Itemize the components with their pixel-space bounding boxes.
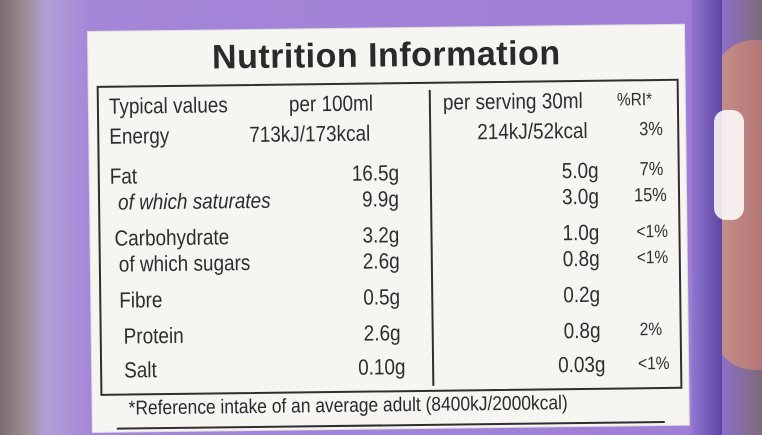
row-fibre-per100: 0.5g (363, 284, 401, 310)
footnote-underline (116, 420, 665, 430)
row-energy-serving: 214kJ/52kcal (477, 117, 588, 145)
reference-intake-footnote: *Reference intake of an average adult (8… (128, 392, 568, 420)
row-carbohydrate-per100: 3.2g (362, 222, 400, 248)
row-fat-name: Fat (109, 163, 138, 189)
row-protein-name: Protein (123, 322, 184, 349)
row-carbohydrate-name: Carbohydrate (114, 224, 230, 251)
row-salt-name: Salt (123, 357, 157, 383)
nutrition-label: Nutrition Information Typical values per… (88, 24, 689, 432)
row-fat-serving: 5.0g (561, 157, 599, 184)
row-fibre-name: Fibre (119, 287, 163, 313)
row-salt-ri: <1% (637, 352, 670, 374)
header-typical-values: Typical values (108, 92, 228, 119)
row-energy-per100: 713kJ/173kcal (249, 120, 371, 148)
row-saturates-name: of which saturates (117, 187, 271, 215)
row-carbohydrate-ri: <1% (636, 220, 669, 242)
row-fat-ri: 7% (639, 158, 664, 181)
row-energy-ri: 3% (639, 118, 663, 141)
column-divider (428, 89, 435, 386)
row-saturates-ri: 15% (633, 184, 667, 207)
row-sugars-per100: 2.6g (362, 248, 400, 274)
row-protein-per100: 2.6g (363, 320, 401, 346)
row-saturates-per100: 9.9g (361, 186, 400, 212)
row-sugars-ri: <1% (636, 246, 669, 268)
label-title: Nutrition Information (211, 34, 561, 77)
row-fat-per100: 16.5g (351, 160, 400, 186)
row-salt-serving: 0.03g (557, 351, 606, 378)
row-energy-name: Energy (109, 123, 170, 149)
cup-logo-area (714, 110, 744, 220)
row-sugars-serving: 0.8g (562, 245, 600, 272)
row-fibre-serving: 0.2g (563, 281, 601, 308)
header-per-100ml: per 100ml (288, 90, 374, 117)
row-carbohydrate-serving: 1.0g (562, 219, 600, 246)
row-saturates-serving: 3.0g (561, 183, 600, 210)
row-salt-per100: 0.10g (357, 354, 406, 380)
header-per-serving: per serving 30ml (442, 87, 583, 115)
row-protein-serving: 0.8g (563, 317, 601, 344)
nutrition-table: Typical values per 100ml per serving 30m… (96, 78, 683, 396)
row-protein-ri: 2% (639, 319, 663, 340)
header-ri: %RI* (616, 89, 653, 110)
row-sugars-name: of which sugars (118, 250, 251, 277)
cup-rim (692, 0, 722, 435)
